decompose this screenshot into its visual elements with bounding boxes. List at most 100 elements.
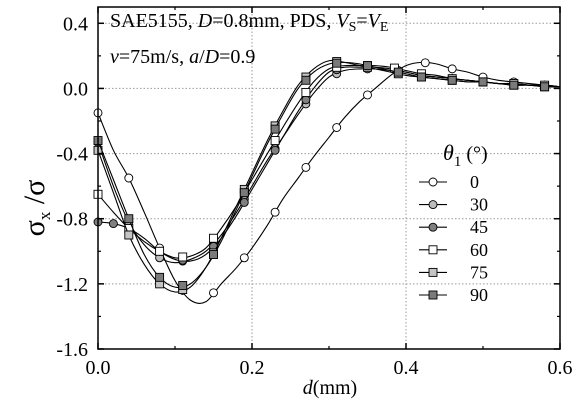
data-point xyxy=(124,230,134,240)
legend-title-sub: 1 xyxy=(454,154,462,170)
legend-entry-90: 90 xyxy=(419,285,488,305)
data-point xyxy=(270,124,280,134)
data-point xyxy=(301,88,311,97)
data-point xyxy=(301,95,311,105)
legend-entry-0: 0 xyxy=(419,172,479,192)
y-axis-label-slash: / xyxy=(18,195,51,212)
y-tick-label: 0.4 xyxy=(63,13,88,35)
legend-title-unit: (°) xyxy=(461,143,487,165)
y-tick-label: 0.0 xyxy=(63,78,88,100)
y-axis-label-den: σ xyxy=(18,180,51,196)
data-point xyxy=(178,252,188,262)
x-axis-label-var: d xyxy=(303,377,314,399)
series-30 xyxy=(93,64,561,266)
series-line xyxy=(97,59,561,293)
data-point xyxy=(447,64,457,74)
annotation-segment: V xyxy=(368,10,383,32)
y-tick-label: -1.6 xyxy=(56,339,88,361)
data-point xyxy=(124,214,134,224)
data-point xyxy=(155,272,165,282)
tick-labels: 0.0 0.2 0.4 0.6 0.4 0.0 -0.4 -0.8 -1.2 -1.6 xyxy=(56,13,572,379)
y-tick-label: -0.8 xyxy=(56,209,88,231)
x-tick-label: 0.0 xyxy=(86,357,111,379)
data-point xyxy=(478,77,488,87)
legend-marker xyxy=(428,290,438,300)
series-0 xyxy=(93,58,561,304)
data-point xyxy=(540,82,550,92)
annotation-line-2: v=75m/s, a/D=0.9 xyxy=(110,46,255,68)
legend-entry-75: 75 xyxy=(419,262,488,282)
x-tick-label: 0.2 xyxy=(240,357,265,379)
y-tick-label: -0.4 xyxy=(56,144,88,166)
data-point xyxy=(416,72,426,82)
y-axis-label: σx /σ xyxy=(18,180,54,237)
data-point xyxy=(420,58,430,68)
data-point xyxy=(270,145,280,155)
series-line xyxy=(97,66,561,262)
legend-entry-45: 45 xyxy=(419,217,488,237)
legend-label: 90 xyxy=(470,285,488,305)
data-point xyxy=(363,61,372,71)
y-axis-label-num-sub: x xyxy=(35,211,54,220)
annotation-segment: D xyxy=(197,10,213,32)
legend-label: 60 xyxy=(470,240,488,260)
legend-entry-30: 30 xyxy=(419,195,488,215)
y-tick-label: -1.2 xyxy=(56,274,88,296)
series-45 xyxy=(93,62,561,265)
series-layer xyxy=(93,57,561,304)
data-point xyxy=(178,281,188,290)
data-point xyxy=(447,75,457,85)
legend-label: 30 xyxy=(470,195,488,215)
legend-marker xyxy=(428,222,438,232)
data-point xyxy=(239,188,249,198)
legend-label: 75 xyxy=(470,262,488,282)
data-point xyxy=(332,58,342,68)
ticks xyxy=(97,7,561,350)
annotation-segment: SAE5155, xyxy=(110,10,198,32)
series-line xyxy=(97,61,561,289)
data-point xyxy=(363,90,372,100)
data-point xyxy=(301,75,311,85)
y-axis-label-num: σ xyxy=(18,220,51,236)
series-line xyxy=(97,61,561,304)
x-axis-label: d(mm) xyxy=(303,377,357,399)
data-point xyxy=(155,246,165,256)
legend-marker xyxy=(428,245,438,255)
grid xyxy=(98,7,560,349)
x-axis-label-unit: (mm) xyxy=(313,377,357,399)
annotation-segment: / xyxy=(199,46,205,68)
annotation-segment: = xyxy=(356,10,367,32)
data-point xyxy=(270,136,280,145)
annotation-segment: S xyxy=(349,20,357,35)
series-line xyxy=(97,64,561,259)
data-point xyxy=(270,207,280,217)
x-tick-label: 0.4 xyxy=(394,357,419,379)
series-60 xyxy=(93,61,561,262)
annotation-segment: V xyxy=(336,10,351,32)
annotation-segment: D xyxy=(204,46,220,68)
legend-marker xyxy=(428,177,438,187)
data-point xyxy=(509,80,519,90)
annotation-segment: =75m/s, xyxy=(119,46,189,68)
legend-title: θ1 (°) xyxy=(443,140,488,170)
annotation-line-1: SAE5155, D=0.8mm, PDS, VS=VE xyxy=(110,10,388,35)
legend-label: 45 xyxy=(470,217,488,237)
data-point xyxy=(332,123,342,132)
annotation-segment: v xyxy=(110,46,119,68)
data-point xyxy=(393,67,403,77)
x-tick-label: 0.6 xyxy=(548,357,573,379)
legend-marker xyxy=(428,200,438,210)
annotation-segment: =0.9 xyxy=(219,46,255,68)
annotation-segment: a xyxy=(189,46,199,68)
annotation-segment: E xyxy=(380,20,389,35)
data-point xyxy=(124,173,134,183)
legend-entry-60: 60 xyxy=(419,240,488,260)
data-point xyxy=(239,197,249,207)
data-point xyxy=(301,162,311,172)
data-point xyxy=(239,253,249,263)
series-line xyxy=(97,68,561,264)
legend-marker xyxy=(428,267,438,277)
data-point xyxy=(108,219,118,229)
